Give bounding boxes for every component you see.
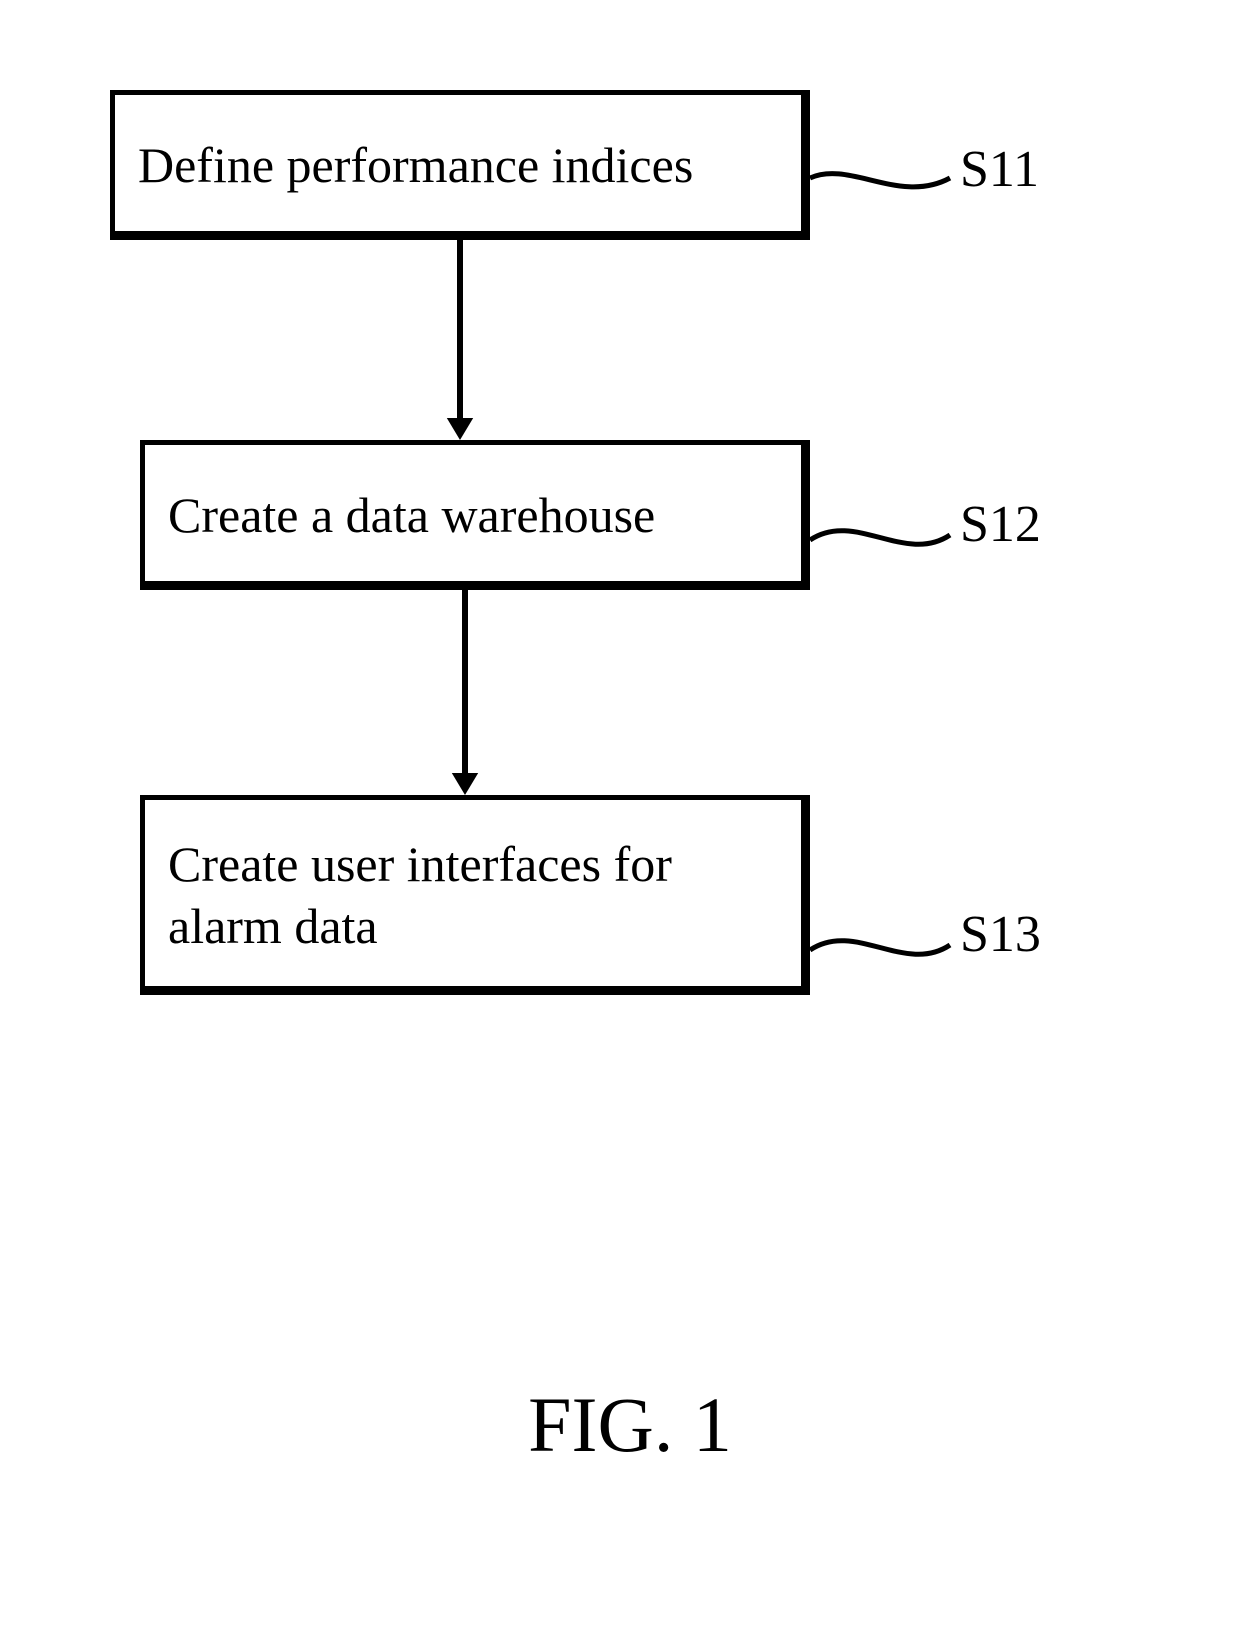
flow-node-label-s11: S11 <box>960 140 1039 199</box>
flow-node-s11: Define performance indices <box>110 90 810 240</box>
flow-node-text: Define performance indices <box>138 134 693 197</box>
flow-node-s12: Create a data warehouse <box>140 440 810 590</box>
flowchart-canvas: Define performance indices S11 Create a da… <box>0 0 1259 1629</box>
figure-caption: FIG. 1 <box>430 1380 830 1470</box>
flow-node-label-s13: S13 <box>960 905 1041 964</box>
flow-node-text: Create a data warehouse <box>168 484 655 547</box>
flow-node-s13: Create user interfaces for alarm data <box>140 795 810 995</box>
flow-node-text: Create user interfaces for alarm data <box>168 833 790 958</box>
flow-node-label-s12: S12 <box>960 495 1041 554</box>
